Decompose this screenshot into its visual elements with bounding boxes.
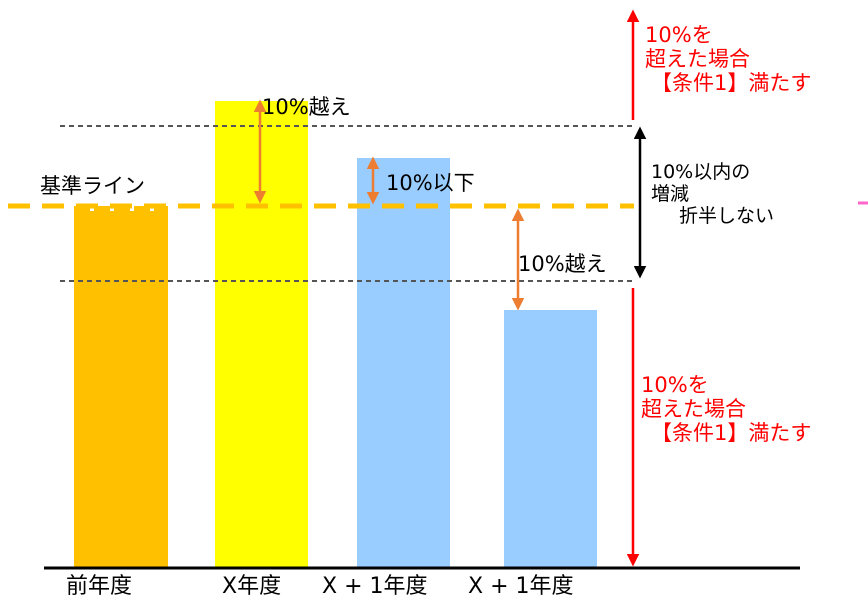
band-label: 10%以内の 増減 折半しない (651, 161, 775, 228)
category-label-x1-year-b: X + 1年度 (468, 574, 574, 599)
above-range-line-1: 10%を (645, 23, 713, 47)
above-range-line-2: 超えた場合 (645, 47, 750, 72)
below-range-line-2: 超えた場合 (641, 397, 746, 422)
below-range-label: 10%を 超えた場合 【条件1】満たす (641, 373, 811, 445)
delta-label-x-year: 10%越え (262, 95, 351, 119)
above-range-label: 10%を 超えた場合 【条件1】満たす (645, 23, 811, 95)
delta-label-x1-year-b: 10%越え (518, 252, 607, 276)
band-line-2: 増減 (651, 182, 690, 205)
bar-x-year (215, 101, 308, 568)
band-line-3: 折半しない (679, 204, 775, 227)
below-range-line-3: 【条件1】満たす (651, 421, 812, 446)
band-line-1: 10%以内の (651, 161, 751, 183)
category-label-x1-year-a: X + 1年度 (322, 574, 428, 599)
bar-prev-year (74, 206, 168, 568)
category-label-x-year: X年度 (222, 574, 282, 599)
delta-label-x1-year-a: 10%以下 (386, 171, 475, 195)
category-label-prev-year: 前年度 (66, 574, 133, 599)
above-range-line-3: 【条件1】満たす (651, 71, 812, 96)
bar-x1-year-a (357, 158, 450, 568)
bar-x1-year-b (504, 310, 597, 568)
baseline-label: 基準ライン (40, 174, 145, 198)
below-range-line-1: 10%を (641, 373, 709, 397)
